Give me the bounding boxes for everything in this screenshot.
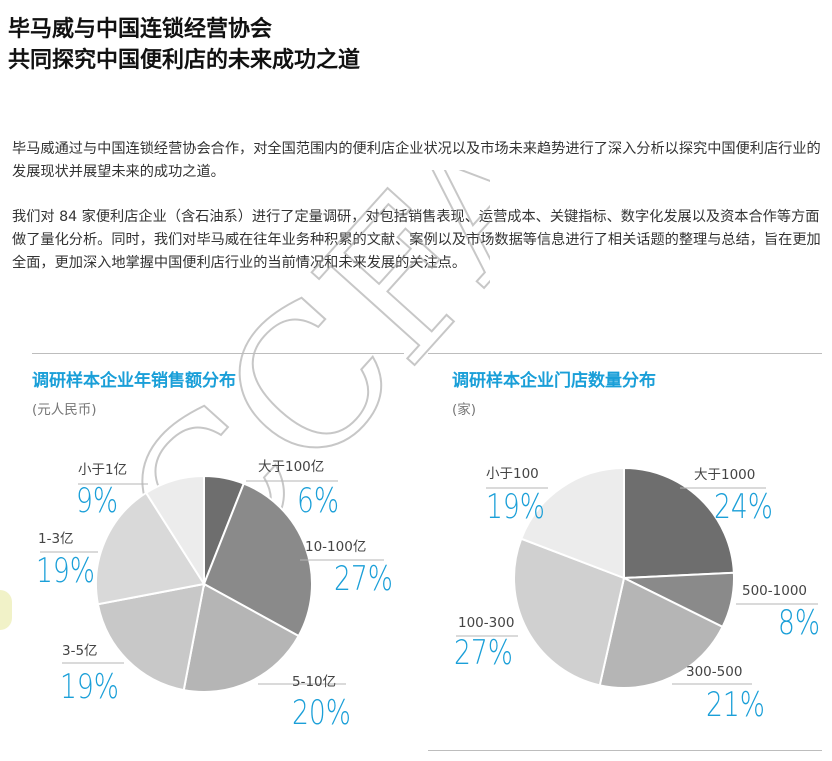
left-chart-top-divider	[32, 353, 404, 354]
sales-chart-unit: (元人民币)	[32, 402, 97, 418]
right-chart-top-divider	[428, 353, 822, 354]
sales-category-label-1: 10-100亿	[305, 539, 366, 555]
stores-category-label-0: 大于1000	[694, 467, 755, 483]
sales-pie-slice-4	[95, 491, 206, 606]
method-paragraph: 我们对 84 家便利店企业（含石油系）进行了定量调研，对包括销售表现、运营成本、…	[12, 209, 821, 271]
stores-value-label-3: 27%	[454, 634, 513, 673]
sales-value-label-3: 19%	[60, 668, 119, 707]
sales-value-label-0: 6%	[297, 482, 339, 521]
sales-category-label-0: 大于100亿	[258, 459, 324, 475]
stores-chart-title: 调研样本企业门店数量分布	[452, 371, 656, 391]
sales-value-label-5: 9%	[76, 482, 118, 521]
sales-pie-slice-5	[144, 474, 205, 588]
right-chart-bottom-divider	[428, 750, 822, 751]
sales-category-label-2: 5-10亿	[292, 674, 336, 690]
stores-category-label-4: 小于100	[486, 466, 539, 482]
stores-value-label-0: 24%	[714, 488, 773, 527]
sales-value-label-1: 27%	[334, 560, 393, 599]
stores-value-label-2: 21%	[706, 686, 765, 725]
sales-value-label-2: 20%	[292, 694, 351, 733]
stores-value-label-1: 8%	[778, 604, 820, 643]
page-title-line2: 共同探究中国便利店的未来成功之道	[8, 48, 361, 73]
stores-category-label-3: 100-300	[458, 615, 514, 631]
sales-category-label-4: 1-3亿	[38, 531, 74, 547]
decorative-mark	[0, 590, 12, 630]
sales-pie-slice-2	[182, 582, 300, 693]
stores-pie-slice-3	[513, 537, 626, 687]
stores-category-label-2: 300-500	[686, 664, 742, 680]
sales-pie-slice-3	[96, 582, 206, 692]
sales-chart-title: 调研样本企业年销售额分布	[32, 371, 236, 391]
sales-value-label-4: 19%	[36, 552, 95, 591]
page-title: 毕马威与中国连锁经营协会 共同探究中国便利店的未来成功之道	[8, 14, 360, 76]
stores-pie-slice-0	[623, 466, 735, 580]
stores-pie-slice-2	[598, 576, 724, 689]
stores-category-label-1: 500-1000	[742, 583, 807, 599]
stores-pie-slice-4	[519, 466, 625, 580]
sales-category-label-3: 3-5亿	[62, 643, 98, 659]
stores-chart-unit: (家)	[452, 402, 477, 418]
intro-paragraph: 毕马威通过与中国连锁经营协会合作，对全国范围内的便利店企业状况以及市场未来趋势进…	[12, 141, 821, 180]
sales-category-label-5: 小于1亿	[78, 462, 127, 478]
stores-value-label-4: 19%	[486, 488, 545, 527]
page-title-line1: 毕马威与中国连锁经营协会	[8, 17, 273, 42]
